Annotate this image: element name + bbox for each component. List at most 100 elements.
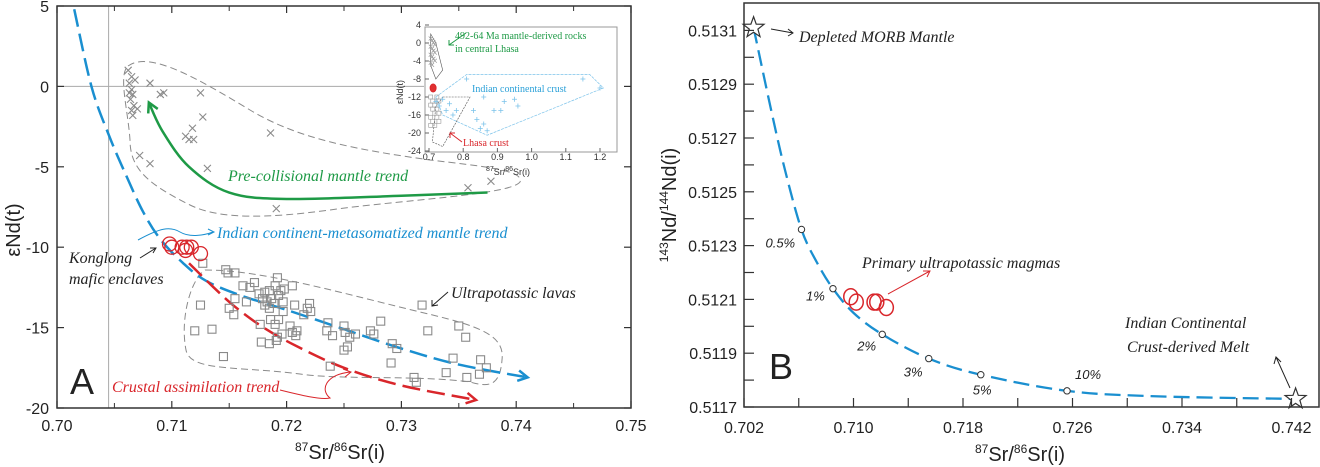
y-axis-label-a: εNd(t) [3,203,25,256]
inset-x-tick-label: 1.0 [525,152,538,162]
square-marker [207,324,217,334]
inset-plus-marker [440,96,446,102]
inset-square-marker [428,123,434,128]
y-tick-label: 5 [40,0,49,16]
inset-cross-marker [432,50,438,55]
plot-frame-b [743,2,1320,408]
inset-plus-marker [481,121,487,127]
inset-cross-marker [431,56,436,61]
square-marker [245,282,255,292]
label-indian-crust-2: Crust-derived Melt [1127,339,1250,356]
square-marker [270,281,280,291]
cross-marker [128,111,137,120]
inset-y-label: εNd(t) [395,80,405,104]
square-marker [198,258,208,268]
x-tick-label: 0.734 [1162,420,1202,437]
inset-plot: 0.7 0.8 0.9 1.0 1.1 1.2 4 0 -4 -8 -12 -16 -20 -24 492… [395,20,618,177]
inset-square-marker [436,98,442,104]
cross-marker [487,177,495,186]
y-tick-label: 0.5119 [689,346,737,363]
pre-collisional-trend-arrowhead [146,100,159,114]
square-marker [255,319,265,329]
inset-cross-marker [429,38,435,43]
inset-cross-marker [431,40,436,45]
y-tick-label: -10 [26,240,49,257]
inset-y-tick-label: -16 [408,110,421,120]
inset-mantle-pointer [448,32,467,46]
square-marker [229,310,239,320]
annotation-pre-collisional: Pre-collisional mantle trend [227,168,409,185]
inset-plus-marker [447,101,453,107]
annotation-crustal: Crustal assimilation trend [112,379,280,396]
annotation-lavas: Ultrapotassic lavas [451,285,576,302]
inset-cross-marker [432,58,438,64]
square-marker [290,300,300,310]
inset-cross-marker [428,52,433,57]
square-marker [454,321,464,331]
panel-label-b: B [769,346,793,387]
square-marker [277,329,287,339]
mixing-percent-label: 2% [856,338,876,353]
square-marker [481,363,491,373]
square-marker [249,278,260,288]
mixing-percent-label: 0.5% [765,235,795,250]
inset-plus-marker [501,99,507,104]
inset-x-tick-label: 1.1 [560,152,573,162]
mixing-percent-label: 1% [806,289,825,304]
square-marker [299,310,309,320]
crustal-assimilation-trend-line [188,262,477,402]
y-tick-label: 0 [40,79,49,96]
y-tick-label: 0.5123 [688,239,737,256]
circle-marker [174,239,190,255]
y-axis-label-b: 143Nd/144Nd(i) [657,148,681,263]
square-marker [339,345,349,355]
square-marker [260,287,270,297]
metasomatized-trend-arrowhead [516,369,531,383]
square-marker [417,300,427,310]
mixing-curve [752,27,1296,401]
cross-marker [266,129,275,137]
primary-magma-marker [869,293,885,311]
y-tick-label: -5 [35,160,49,177]
circle-marker [192,245,209,262]
square-marker [238,281,248,291]
inset-cross-marker [428,36,433,41]
square-marker [462,372,472,382]
primary-magma-pointer [887,270,931,295]
ultrapotassic-envelope [183,269,503,386]
square-marker [276,286,286,296]
cross-marker [198,113,207,121]
inset-x-tick-label: 0.9 [491,152,504,162]
metasomatized-pointer-head [207,228,216,236]
square-marker [270,319,280,329]
inset-label-lhasa: Lhasa crust [463,138,509,149]
square-marker [274,315,284,325]
inset-x-label: 87Sr/86Sr(i) [486,166,530,177]
inset-square-marker [436,119,442,124]
square-marker [241,297,251,307]
inset-y-tick-label: -4 [413,56,421,66]
primary-magma-marker [878,298,895,317]
y-tick-label: 0.5117 [689,400,737,417]
mixing-percent-label: 5% [973,383,992,398]
x-tick-label: 0.742 [1271,420,1311,437]
inset-cross-marker [428,44,433,49]
cross-marker [126,95,135,104]
cross-marker [196,88,205,97]
inset-cross-marker [431,48,436,53]
morb-pointer [770,28,794,37]
inset-plus-marker [580,76,586,82]
square-marker [409,372,419,382]
annotation-metasomatized: Indian continent-metasomatized mantle tr… [216,225,508,242]
square-marker [342,342,352,352]
y-tick-label: 0.5129 [688,77,737,94]
square-marker [306,306,316,317]
primary-magma-marker [848,293,864,311]
square-marker [423,326,433,336]
square-marker [302,303,312,313]
x-tick-label: 0.74 [501,418,532,435]
square-marker [195,300,206,310]
square-marker [285,321,295,331]
square-marker [292,326,302,336]
